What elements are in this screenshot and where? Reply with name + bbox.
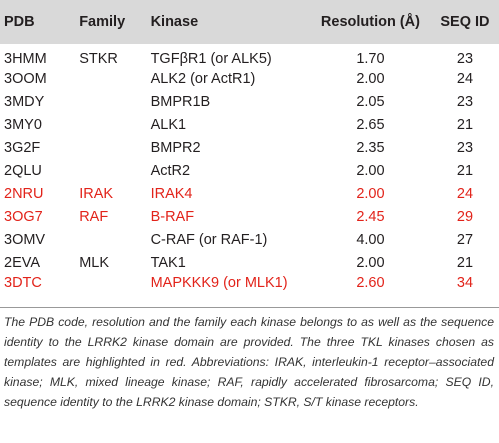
cell-seq-id: 24 [456,70,474,87]
table-row: 3OG7 RAF B-RAF 2.45 29 [0,205,499,228]
cell-family [79,159,150,182]
cell-kinase: TGFβR1 (or ALK5) [150,50,272,67]
cell-resolution: 1.70 [356,50,385,67]
cell-seq-id: 23 [456,50,474,67]
cell-pdb: 3DTC [4,274,42,291]
cell-kinase: ActR2 [150,162,191,179]
cell-resolution: 4.00 [356,231,385,248]
cell-kinase: ALK2 (or ActR1) [150,70,256,87]
table-row: 2QLU ActR2 2.00 21 [0,159,499,182]
cell-seq-id: 23 [456,93,474,110]
cell-resolution: 2.00 [356,254,385,271]
cell-resolution: 2.00 [356,185,385,202]
cell-pdb: 2QLU [4,162,42,179]
table-header-row: PDB Family Kinase Resolution (Å) SEQ ID [0,0,499,44]
cell-family [79,274,150,297]
table-row: 3OMV C-RAF (or RAF-1) 4.00 27 [0,228,499,251]
table-row: 3DTC MAPKKK9 (or MLK1) 2.60 34 [0,274,499,297]
cell-kinase: BMPR1B [150,93,211,110]
cell-resolution: 2.35 [356,139,385,156]
cell-seq-id: 21 [456,162,474,179]
cell-family: MLK [79,254,110,271]
cell-family: STKR [79,50,118,67]
cell-pdb: 3OMV [4,231,46,248]
cell-family: IRAK [79,185,114,202]
cell-family [79,136,150,159]
cell-seq-id: 27 [456,231,474,248]
cell-seq-id: 23 [456,139,474,156]
table-row: 2EVA MLK TAK1 2.00 21 [0,251,499,274]
header-pdb: PDB [4,14,35,30]
header-resolution: Resolution (Å) [320,14,420,30]
cell-pdb: 2EVA [4,254,41,271]
cell-resolution: 2.00 [356,162,385,179]
cell-kinase: C-RAF (or RAF-1) [150,231,268,248]
cell-pdb: 3MDY [4,93,45,110]
cell-resolution: 2.00 [356,70,385,87]
cell-pdb: 3G2F [4,139,41,156]
cell-family [79,90,150,113]
table-caption: The PDB code, resolution and the family … [4,315,494,409]
cell-seq-id: 21 [456,116,474,133]
cell-seq-id: 24 [456,185,474,202]
table-row: 3MDY BMPR1B 2.05 23 [0,90,499,113]
header-seq-id: SEQ ID [440,14,490,30]
table-body: 3HMM STKR TGFβR1 (or ALK5) 1.70 23 3OOM ALK2 (… [0,44,499,297]
header-kinase: Kinase [150,14,199,30]
cell-kinase: ALK1 [150,116,187,133]
cell-pdb: 3HMM [4,50,47,67]
cell-seq-id: 29 [456,208,474,225]
cell-resolution: 2.05 [356,93,385,110]
cell-kinase: IRAK4 [150,185,193,202]
kinase-template-table: PDB Family Kinase Resolution (Å) SEQ ID … [0,0,499,297]
cell-kinase: MAPKKK9 (or MLK1) [150,274,288,291]
cell-family: RAF [79,208,109,225]
header-family: Family [79,14,126,30]
cell-kinase: TAK1 [150,254,186,271]
cell-family [79,67,150,90]
cell-seq-id: 34 [456,274,474,291]
cell-pdb: 3OOM [4,70,47,87]
cell-kinase: B-RAF [150,208,195,225]
cell-family [79,228,150,251]
cell-pdb: 3MY0 [4,116,42,133]
cell-seq-id: 21 [456,254,474,271]
cell-pdb: 2NRU [4,185,44,202]
cell-resolution: 2.60 [356,274,385,291]
cell-resolution: 2.45 [356,208,385,225]
table-row: 3HMM STKR TGFβR1 (or ALK5) 1.70 23 [0,44,499,67]
cell-family [79,113,150,136]
table-bottom-rule [0,307,499,308]
table-row: 3OOM ALK2 (or ActR1) 2.00 24 [0,67,499,90]
table-row: 3MY0 ALK1 2.65 21 [0,113,499,136]
cell-pdb: 3OG7 [4,208,43,225]
table-row: 3G2F BMPR2 2.35 23 [0,136,499,159]
table-row: 2NRU IRAK IRAK4 2.00 24 [0,182,499,205]
cell-resolution: 2.65 [356,116,385,133]
cell-kinase: BMPR2 [150,139,201,156]
